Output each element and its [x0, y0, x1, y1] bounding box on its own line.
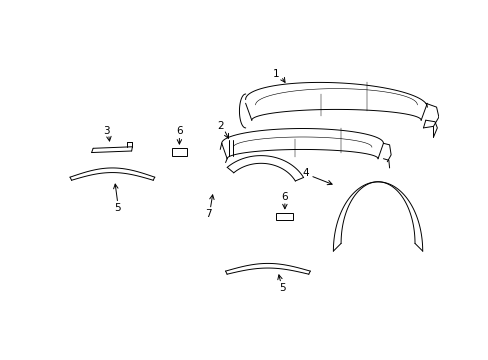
Text: 6: 6 [176, 126, 183, 136]
Text: 2: 2 [217, 121, 223, 131]
Text: 5: 5 [279, 283, 285, 293]
Text: 4: 4 [302, 167, 308, 177]
Bar [171, 148, 187, 156]
Text: 5: 5 [114, 203, 121, 213]
Text: 1: 1 [272, 69, 279, 79]
Bar [276, 213, 293, 220]
Text: 6: 6 [281, 192, 287, 202]
Text: 3: 3 [102, 126, 109, 136]
Text: 7: 7 [205, 209, 211, 219]
